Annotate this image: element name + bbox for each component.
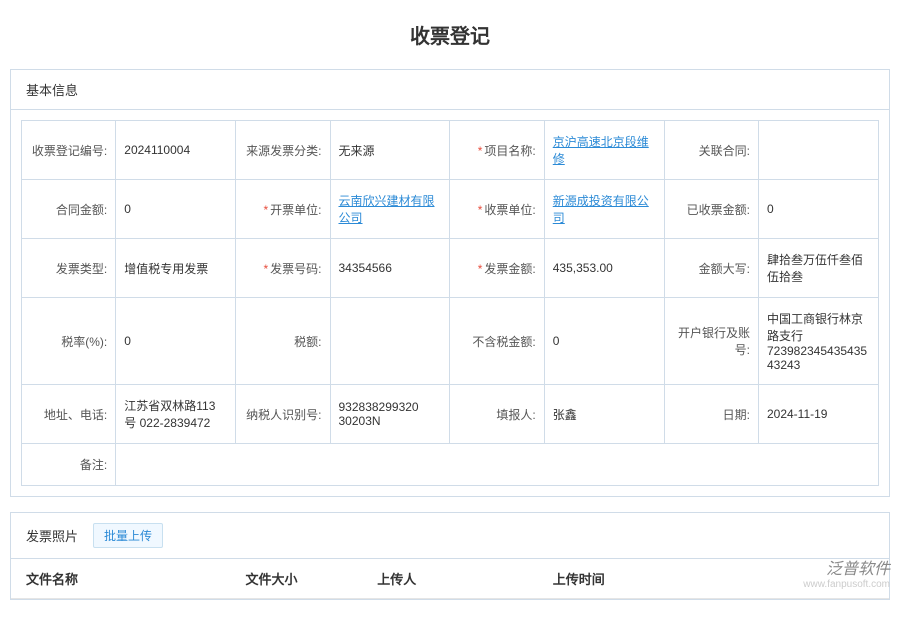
field-value: 435,353.00 [544,239,664,298]
field-value: 0 [758,180,878,239]
watermark: 泛普软件 www.fanpusoft.com [803,555,890,590]
required-icon: * [478,203,483,217]
field-value: 2024-11-19 [758,385,878,444]
required-icon: * [263,203,268,217]
field-value[interactable]: 新源成投资有限公司 [544,180,664,239]
field-label: 发票类型: [22,239,116,298]
remark-value [116,444,879,486]
basic-info-header: 基本信息 [11,70,889,110]
field-label: 合同金额: [22,180,116,239]
field-label: 来源发票分类: [236,121,330,180]
field-label: *发票号码: [236,239,330,298]
link[interactable]: 京沪高速北京段维修 [553,135,649,166]
col-filename: 文件名称 [11,559,231,599]
link[interactable]: 云南欣兴建材有限公司 [339,194,435,225]
field-value: 张鑫 [544,385,664,444]
field-label: 开户银行及账号: [664,298,758,385]
required-icon: * [478,262,483,276]
field-label: *项目名称: [450,121,544,180]
photo-section-label: 发票照片 [26,526,78,545]
field-value: 江苏省双林路113号 022-2839472 [116,385,236,444]
field-value: 2024110004 [116,121,236,180]
field-label: 已收票金额: [664,180,758,239]
page-title: 收票登记 [10,20,890,49]
field-value[interactable]: 云南欣兴建材有限公司 [330,180,450,239]
required-icon: * [478,144,483,158]
field-label: 关联合同: [664,121,758,180]
field-value: 中国工商银行林京路支行 723982345435435432​43 [758,298,878,385]
col-filesize: 文件大小 [231,559,363,599]
watermark-url: www.fanpusoft.com [803,579,890,590]
field-label: 收票登记编号: [22,121,116,180]
field-label: 地址、电话: [22,385,116,444]
field-value [330,298,450,385]
field-value [758,121,878,180]
field-label: 纳税人识别号: [236,385,330,444]
field-label: *收票单位: [450,180,544,239]
field-value: 0 [116,298,236,385]
remark-label: 备注: [22,444,116,486]
field-label: *发票金额: [450,239,544,298]
field-value: 932838299320​30203N [330,385,450,444]
field-label: 税额: [236,298,330,385]
field-value: 0 [544,298,664,385]
col-uploader: 上传人 [362,559,538,599]
field-value: 增值税专用发票 [116,239,236,298]
invoice-photo-section: 发票照片 批量上传 文件名称 文件大小 上传人 上传时间 [10,512,890,600]
field-label: 税率(%): [22,298,116,385]
field-value[interactable]: 京沪高速北京段维修 [544,121,664,180]
field-value: 0 [116,180,236,239]
batch-upload-button[interactable]: 批量上传 [93,523,163,548]
link[interactable]: 新源成投资有限公司 [553,194,649,225]
field-value: 肆拾叁万伍仟叁佰伍拾叁 [758,239,878,298]
field-label: 不含税金额: [450,298,544,385]
watermark-logo: 泛普软件 [803,555,890,579]
required-icon: * [263,262,268,276]
field-label: 金额大写: [664,239,758,298]
field-value: 无来源 [330,121,450,180]
form-table: 收票登记编号:2024110004来源发票分类:无来源*项目名称: 京沪高速北京段… [21,120,879,486]
field-value: 34354566 [330,239,450,298]
field-label: 填报人: [450,385,544,444]
field-label: 日期: [664,385,758,444]
field-label: *开票单位: [236,180,330,239]
file-table: 文件名称 文件大小 上传人 上传时间 [11,559,889,599]
basic-info-section: 基本信息 收票登记编号:2024110004来源发票分类:无来源*项目名称: 京沪… [10,69,890,497]
